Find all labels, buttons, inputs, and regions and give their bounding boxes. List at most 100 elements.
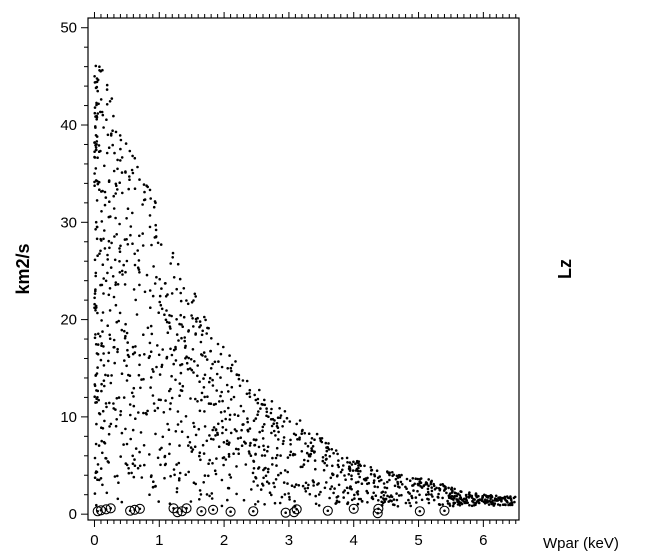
scatter-point bbox=[166, 422, 169, 426]
scatter-point bbox=[335, 499, 339, 503]
scatter-point bbox=[494, 494, 498, 498]
scatter-point bbox=[180, 336, 183, 340]
scatter-point bbox=[132, 288, 136, 291]
scatter-point bbox=[304, 481, 308, 485]
scatter-point bbox=[333, 487, 336, 490]
scatter-point bbox=[363, 464, 366, 468]
scatter-point bbox=[174, 345, 177, 349]
scatter-point bbox=[159, 463, 162, 467]
scatter-point bbox=[104, 279, 108, 283]
scatter-point bbox=[356, 502, 360, 506]
scatter-point bbox=[149, 306, 152, 310]
scatter-point bbox=[114, 216, 117, 220]
scatter-point bbox=[430, 479, 434, 483]
scatter-point bbox=[345, 456, 349, 460]
scatter-point bbox=[238, 384, 242, 388]
scatter-point bbox=[183, 346, 187, 349]
scatter-point bbox=[153, 409, 157, 413]
scatter-point bbox=[204, 318, 207, 322]
scatter-point bbox=[202, 377, 205, 380]
scatter-point bbox=[106, 258, 109, 261]
scatter-point bbox=[507, 503, 510, 507]
scatter-point bbox=[194, 482, 197, 486]
scatter-point bbox=[345, 486, 349, 490]
scatter-point bbox=[211, 362, 214, 366]
scatter-point bbox=[132, 395, 135, 398]
scatter-point bbox=[217, 360, 220, 363]
scatter-point bbox=[132, 386, 136, 390]
scatter-point bbox=[103, 384, 106, 388]
scatter-point bbox=[136, 165, 139, 169]
scatter-point bbox=[178, 382, 182, 385]
scatter-point bbox=[119, 410, 123, 413]
scatter-point bbox=[214, 472, 218, 476]
scatter-point bbox=[93, 292, 97, 295]
scatter-point bbox=[374, 494, 378, 498]
scatter-point bbox=[510, 501, 514, 505]
scatter-point bbox=[256, 401, 260, 405]
scatter-point bbox=[407, 498, 410, 502]
scatter-point bbox=[102, 237, 105, 241]
scatter-point bbox=[160, 363, 164, 367]
scatter-point bbox=[149, 376, 153, 379]
scatter-point bbox=[289, 443, 292, 446]
scatter-point bbox=[119, 138, 123, 142]
scatter-point bbox=[93, 141, 96, 144]
plot-frame bbox=[87, 17, 520, 521]
scatter-point bbox=[220, 419, 224, 423]
scatter-point bbox=[344, 478, 347, 482]
scatter-point bbox=[190, 450, 194, 453]
scatter-point bbox=[233, 413, 236, 416]
scatter-point bbox=[184, 473, 187, 477]
scatter-point bbox=[93, 492, 97, 495]
scatter-point bbox=[212, 438, 215, 441]
scatter-point bbox=[252, 459, 255, 463]
scatter-point bbox=[173, 473, 176, 477]
scatter-point bbox=[263, 403, 267, 407]
scatter-point bbox=[331, 464, 334, 468]
scatter-point bbox=[491, 499, 495, 502]
scatter-point bbox=[97, 444, 101, 447]
scatter-point bbox=[313, 459, 317, 462]
scatter-point bbox=[307, 454, 311, 458]
scatter-point bbox=[93, 456, 97, 460]
scatter-point bbox=[289, 450, 293, 454]
scatter-point bbox=[170, 396, 174, 400]
scatter-point bbox=[93, 384, 97, 388]
scatter-point bbox=[246, 420, 249, 424]
scatter-point bbox=[248, 444, 252, 447]
scatter-point bbox=[225, 439, 229, 443]
scatter-point bbox=[399, 480, 403, 484]
scatter-point bbox=[120, 328, 124, 332]
scatter-point bbox=[123, 283, 127, 286]
scatter-point bbox=[319, 490, 322, 494]
scatter-point bbox=[143, 463, 146, 467]
scatter-point bbox=[378, 479, 381, 483]
scatter-point bbox=[505, 499, 509, 503]
scatter-point bbox=[106, 253, 109, 257]
scatter-point bbox=[199, 493, 203, 496]
scatter-point bbox=[175, 490, 179, 494]
scatter-point bbox=[205, 332, 208, 335]
scatter-point bbox=[112, 207, 116, 210]
scatter-point bbox=[184, 415, 188, 418]
scatter-point bbox=[289, 438, 292, 442]
scatter-point bbox=[95, 118, 98, 121]
scatter-point bbox=[392, 498, 396, 501]
scatter-point bbox=[498, 496, 502, 499]
scatter-point bbox=[103, 229, 106, 232]
scatter-point bbox=[512, 496, 516, 500]
scatter-point bbox=[94, 401, 97, 404]
scatter-point bbox=[111, 129, 114, 132]
scatter-point bbox=[513, 500, 516, 504]
scatter-point bbox=[385, 486, 389, 490]
scatter-point bbox=[116, 497, 120, 501]
scatter-point bbox=[468, 491, 471, 494]
scatter-point bbox=[125, 379, 129, 382]
scatter-point bbox=[372, 491, 376, 495]
scatter-point bbox=[115, 418, 118, 421]
scatter-point bbox=[256, 500, 260, 503]
scatter-point bbox=[480, 499, 484, 503]
scatter-point bbox=[161, 348, 164, 351]
scatter-point bbox=[384, 491, 387, 494]
